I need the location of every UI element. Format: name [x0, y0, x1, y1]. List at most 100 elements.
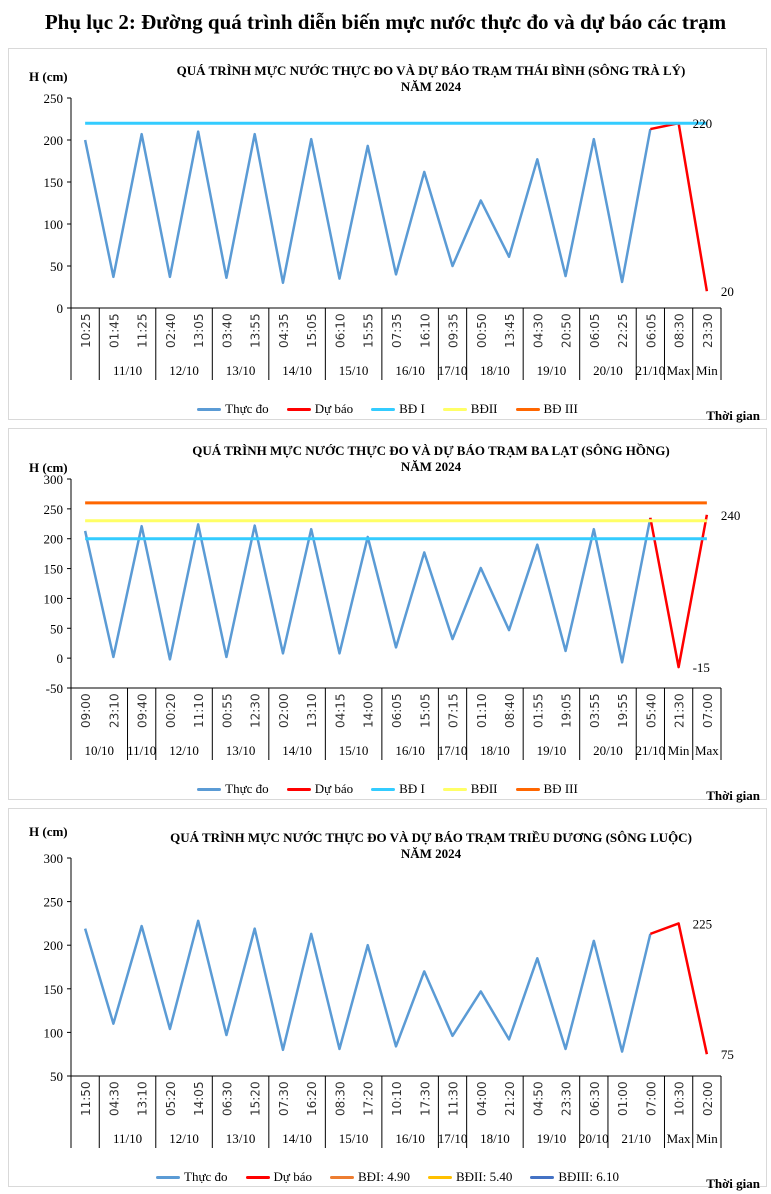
- x-tick-label: 19:05: [560, 693, 574, 728]
- x-tick-label: 00:50: [475, 313, 489, 348]
- chart-title: NĂM 2024: [401, 846, 462, 861]
- legend-item: Thực đo: [197, 781, 269, 797]
- x-tick-label: 19:55: [616, 693, 630, 728]
- x-tick-label: 04:35: [277, 313, 291, 348]
- legend-item: BĐ III: [515, 401, 578, 417]
- data-label: 220: [693, 116, 713, 131]
- legend-item: BĐ I: [371, 401, 425, 417]
- x-tick-label: 11:30: [447, 1081, 461, 1116]
- x-group-label: 16/10: [395, 743, 425, 758]
- x-group-label: 18/10: [480, 363, 510, 378]
- x-tick-label: 15:20: [249, 1081, 263, 1116]
- series-line: [83, 128, 652, 285]
- x-group-label: Min: [696, 1131, 718, 1146]
- legend-swatch: [245, 1175, 270, 1179]
- chart-title: NĂM 2024: [401, 459, 462, 474]
- legend-item: BĐI: 4.90: [329, 1169, 410, 1185]
- x-group-label: 12/10: [169, 743, 199, 758]
- chart-panel-trieu-duong: QUÁ TRÌNH MỰC NƯỚC THỰC ĐO VÀ DỰ BÁO TRẠ…: [8, 808, 767, 1191]
- x-tick-label: 01:10: [475, 693, 489, 728]
- y-axis-label: H (cm): [29, 824, 68, 839]
- legend-swatch: [197, 787, 222, 791]
- legend-label: BĐIII: 6.10: [558, 1169, 619, 1184]
- y-tick-label: 150: [44, 175, 64, 190]
- x-tick-label: 06:05: [644, 313, 658, 348]
- legend-label: BĐ III: [543, 401, 578, 416]
- x-group-label: 14/10: [282, 1131, 312, 1146]
- x-group-label: 13/10: [226, 743, 256, 758]
- legend-item: BĐII: [442, 401, 498, 417]
- x-tick-label: 06:10: [333, 313, 347, 348]
- legend-label: Dự báo: [273, 1169, 312, 1184]
- page-title: Phụ lục 2: Đường quá trình diễn biến mực…: [44, 10, 727, 34]
- legend-swatch: [515, 787, 540, 791]
- chart-title: QUÁ TRÌNH MỰC NƯỚC THỰC ĐO VÀ DỰ BÁO TRẠ…: [170, 830, 692, 845]
- x-group-label: 20/10: [579, 1131, 609, 1146]
- x-tick-label: 23:30: [701, 313, 715, 348]
- legend-item: Thực đo: [197, 401, 269, 417]
- chart-panel-thai-binh: QUÁ TRÌNH MỰC NƯỚC THỰC ĐO VÀ DỰ BÁO TRẠ…: [8, 48, 767, 423]
- legend: Thực đo Dự báo BĐ I BĐII BĐ III: [9, 781, 766, 797]
- x-tick-label: 01:45: [107, 313, 121, 348]
- x-tick-label: 00:20: [164, 693, 178, 728]
- x-tick-label: 15:05: [418, 693, 432, 728]
- x-tick-label: 13:10: [305, 693, 319, 728]
- y-tick-label: 0: [57, 301, 64, 316]
- legend-swatch: [530, 1175, 555, 1179]
- data-label: 20: [721, 284, 734, 299]
- x-tick-label: 14:00: [362, 693, 376, 728]
- legend-label: BĐII: [470, 401, 498, 416]
- y-tick-label: 200: [44, 532, 64, 547]
- legend: Thực đo Dự báo BĐ I BĐII BĐ III: [9, 401, 766, 417]
- chart-svg: QUÁ TRÌNH MỰC NƯỚC THỰC ĐO VÀ DỰ BÁO TRẠ…: [29, 824, 734, 1148]
- legend-item: BĐ I: [371, 781, 425, 797]
- x-tick-label: 05:40: [644, 693, 658, 728]
- legend-item: BĐII: [442, 781, 498, 797]
- x-tick-label: 07:00: [644, 1081, 658, 1116]
- legend: Thực đo Dự báo BĐI: 4.90 BĐII: 5.40 BĐIII: 6…: [9, 1169, 766, 1185]
- x-tick-label: 07:35: [390, 313, 404, 348]
- legend-swatch: [156, 1175, 180, 1179]
- legend-swatch: [329, 1175, 354, 1179]
- x-tick-label: 04:30: [107, 1081, 121, 1116]
- x-tick-label: 12:30: [249, 693, 263, 728]
- legend-swatch: [427, 1175, 452, 1179]
- y-axis-label: H (cm): [29, 69, 68, 84]
- series-line: [83, 919, 652, 1053]
- x-tick-label: 07:15: [447, 693, 461, 728]
- legend-swatch: [515, 407, 540, 411]
- chart-title: QUÁ TRÌNH MỰC NƯỚC THỰC ĐO VÀ DỰ BÁO TRẠ…: [192, 443, 670, 458]
- x-tick-label: 04:30: [531, 313, 545, 348]
- y-tick-label: 50: [50, 621, 63, 636]
- legend-label: Thực đo: [184, 1169, 228, 1184]
- y-tick-label: 100: [44, 1025, 64, 1040]
- x-tick-label: 03:55: [588, 693, 602, 728]
- x-group-label: 17/10: [438, 363, 468, 378]
- x-group-label: 13/10: [226, 363, 256, 378]
- y-tick-label: 200: [44, 938, 64, 953]
- y-tick-label: 250: [44, 895, 64, 910]
- x-tick-label: 11:50: [79, 1081, 93, 1116]
- x-group-label: 21/10: [636, 363, 666, 378]
- y-tick-label: 300: [44, 851, 64, 866]
- x-tick-label: 06:05: [588, 313, 602, 348]
- x-tick-label: 00:55: [220, 693, 234, 728]
- x-group-label: 17/10: [438, 1131, 468, 1146]
- x-group-label: 19/10: [537, 363, 567, 378]
- x-group-label: 12/10: [169, 1131, 199, 1146]
- x-group-label: 21/10: [636, 743, 666, 758]
- x-tick-label: 09:40: [136, 693, 150, 728]
- x-tick-label: 06:30: [220, 1081, 234, 1116]
- x-tick-label: 16:20: [305, 1081, 319, 1116]
- x-axis-title: Thời gian: [706, 788, 760, 803]
- x-group-label: 17/10: [438, 743, 468, 758]
- x-group-label: Max: [667, 1131, 691, 1146]
- x-group-label: 19/10: [537, 743, 567, 758]
- x-tick-label: 21:20: [503, 1081, 517, 1116]
- legend-label: BĐII: 5.40: [455, 1169, 513, 1184]
- legend-label: BĐII: [470, 781, 498, 796]
- x-tick-label: 17:30: [418, 1081, 432, 1116]
- x-tick-label: 10:25: [79, 313, 93, 348]
- y-tick-label: 250: [44, 502, 64, 517]
- x-tick-label: 08:30: [673, 313, 687, 348]
